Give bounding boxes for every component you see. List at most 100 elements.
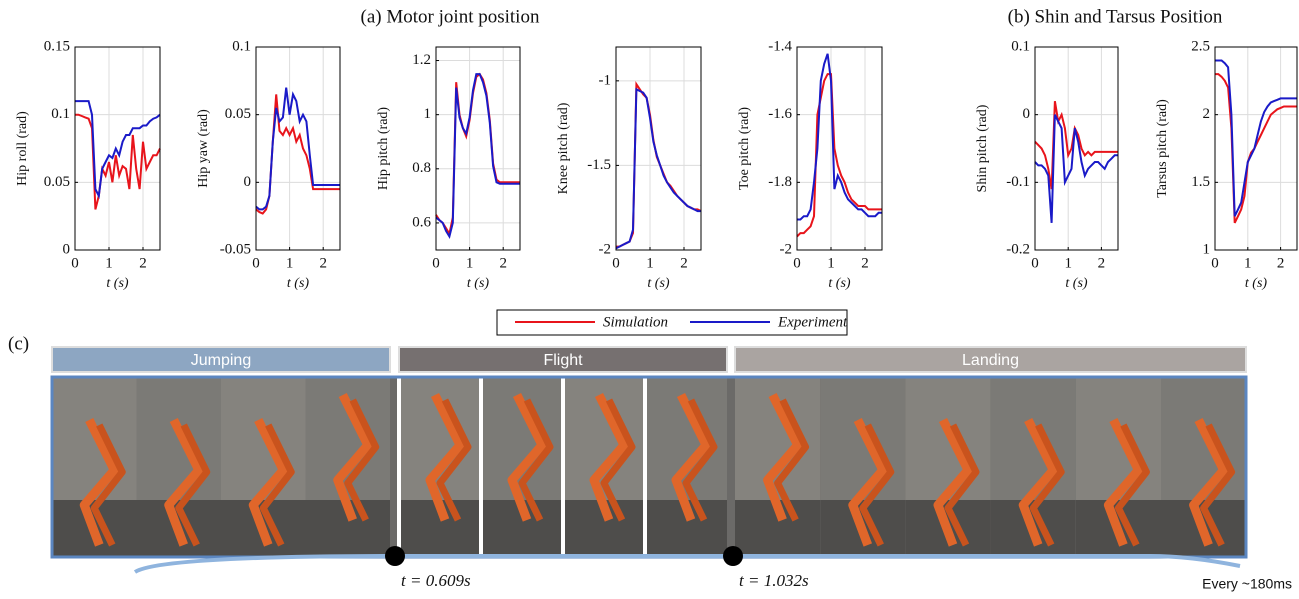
y-tick-label: 0.8: [412, 160, 431, 176]
plot-area: [256, 47, 340, 250]
x-tick-label: 1: [1244, 255, 1252, 271]
x-tick-label: 2: [139, 255, 147, 271]
robot-leg: [848, 417, 888, 547]
plot-frame: [1034, 46, 1119, 251]
x-axis-label: t (s): [647, 276, 670, 291]
y-tick-label: -2: [780, 241, 793, 257]
y-tick-label: 1.5: [1191, 174, 1210, 190]
plot-frame: [435, 46, 521, 251]
robot-leg: [682, 398, 718, 522]
x-tick-label: 2: [1098, 255, 1106, 271]
robot-leg: [671, 392, 711, 522]
x-axis-label: t (s): [106, 276, 129, 291]
robot-leg: [763, 392, 803, 522]
x-tick-label: 2: [319, 255, 327, 271]
robot-leg: [79, 417, 119, 547]
x-tick-label: 2: [861, 255, 869, 271]
robot-leg: [425, 392, 465, 522]
x-tick-label: 1: [1064, 255, 1072, 271]
time-label: t = 0.609s: [401, 571, 471, 590]
robot-leg: [589, 392, 629, 522]
x-tick-label: 2: [1277, 255, 1285, 271]
y-tick-label: 1.2: [412, 52, 431, 68]
robot-leg: [944, 423, 980, 547]
y-tick-label: 0: [244, 174, 252, 190]
robot-leg: [90, 423, 126, 547]
x-tick-label: 0: [793, 255, 801, 271]
y-tick-label: -1.8: [768, 174, 792, 190]
y-axis-label: Hip yaw (rad): [196, 109, 211, 188]
phase-label: Landing: [962, 352, 1019, 369]
x-tick-label: 1: [827, 255, 835, 271]
y-tick-label: 0.15: [44, 38, 70, 54]
interval-note: Every ~180ms: [1202, 576, 1292, 592]
robot-leg: [164, 417, 204, 547]
x-tick-label: 0: [1031, 255, 1039, 271]
robot-leg: [1200, 423, 1236, 547]
y-axis-label: Hip pitch (rad): [376, 107, 391, 191]
plot-frame: [255, 46, 341, 251]
y-tick-label: 0.05: [225, 106, 251, 122]
plot-area: [75, 47, 160, 250]
time-marker: [385, 546, 405, 566]
y-tick-label: -1.4: [768, 38, 792, 54]
time-marker: [723, 546, 743, 566]
robot-leg: [518, 398, 554, 522]
data-line: [255, 87, 340, 211]
x-axis-label: t (s): [828, 276, 851, 291]
y-tick-label: -1.5: [587, 157, 611, 173]
y-tick-label: 0: [1023, 106, 1031, 122]
robot-leg: [1189, 417, 1229, 547]
plot-frame: [1214, 46, 1298, 251]
robot-leg: [436, 398, 472, 522]
panel-title: (a) Motor joint position: [361, 6, 540, 27]
robot-leg: [248, 417, 288, 547]
phase-bar: [398, 346, 728, 373]
x-tick-label: 0: [612, 255, 620, 271]
y-tick-label: 2.5: [1191, 38, 1210, 54]
y-tick-label: 0.1: [232, 38, 251, 54]
plot-area: [797, 47, 882, 250]
phase-bar: [734, 346, 1247, 373]
y-tick-label: -1: [599, 72, 612, 88]
data-line: [615, 87, 701, 250]
y-axis-label: Toe pitch (rad): [737, 107, 752, 190]
robot-leg: [1114, 423, 1150, 547]
y-tick-label: -1.6: [768, 106, 792, 122]
y-tick-label: 0.6: [412, 214, 431, 230]
x-axis-label: t (s): [287, 276, 310, 291]
x-tick-label: 1: [105, 255, 113, 271]
y-tick-label: -0.1: [1006, 174, 1030, 190]
plot-frame: [615, 46, 702, 251]
plot-area: [616, 47, 701, 250]
data-line: [435, 73, 520, 240]
x-axis-label: t (s): [1245, 276, 1268, 291]
y-tick-label: 0.05: [44, 174, 70, 190]
y-axis-label: Tarsus pitch (rad): [1155, 99, 1170, 198]
plot-area: [1035, 47, 1118, 250]
y-tick-label: 1: [424, 106, 432, 122]
x-tick-label: 0: [1211, 255, 1219, 271]
x-tick-label: 1: [646, 255, 654, 271]
y-tick-label: 0.1: [1011, 38, 1030, 54]
y-axis-label: Hip roll (rad): [15, 111, 30, 186]
plot-frame: [796, 46, 883, 251]
y-tick-label: -0.2: [1006, 241, 1030, 257]
phase-bar: [51, 346, 391, 373]
y-tick-label: 0.1: [51, 106, 70, 122]
plot-area: [1215, 47, 1297, 250]
robot-leg: [600, 398, 636, 522]
robot-leg: [774, 398, 810, 522]
panel-title: (b) Shin and Tarsus Position: [1008, 6, 1223, 27]
plot-area: [436, 47, 520, 250]
x-tick-label: 0: [252, 255, 260, 271]
panel-label: (c): [8, 333, 29, 354]
legend-label: Simulation: [603, 314, 668, 330]
x-tick-label: 0: [432, 255, 440, 271]
y-tick-label: 0: [63, 241, 71, 257]
x-tick-label: 1: [286, 255, 294, 271]
time-label: t = 1.032s: [739, 571, 809, 590]
y-axis-label: Shin pitch (rad): [975, 104, 990, 192]
x-axis-label: t (s): [467, 276, 490, 291]
